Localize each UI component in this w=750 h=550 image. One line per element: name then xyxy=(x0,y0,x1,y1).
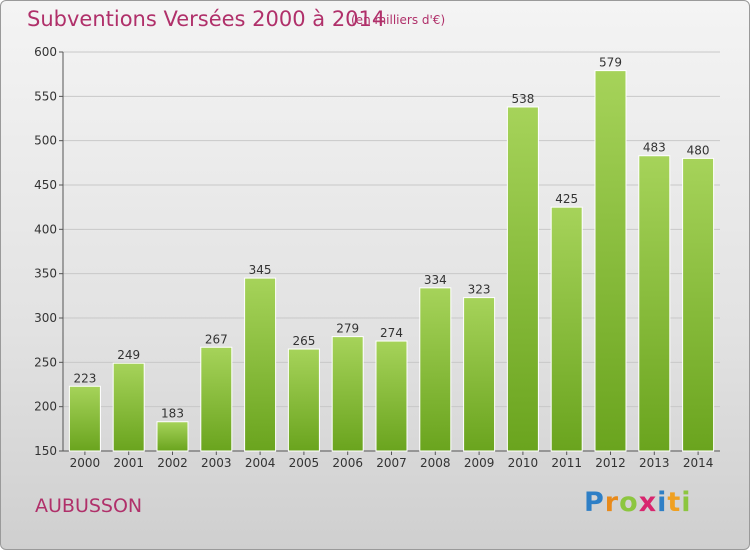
y-tick-label: 600 xyxy=(34,45,57,59)
data-label: 267 xyxy=(205,332,228,346)
x-tick-label: 2009 xyxy=(464,456,495,470)
bar xyxy=(638,155,671,452)
x-tick-label: 2008 xyxy=(420,456,451,470)
bar xyxy=(419,287,452,452)
data-label: 334 xyxy=(424,273,447,287)
data-label: 323 xyxy=(468,283,491,297)
x-tick-label: 2003 xyxy=(201,456,232,470)
x-tick-label: 2010 xyxy=(508,456,539,470)
y-tick-labels: 150 200 250 300 350 400 450 500 550 600 xyxy=(34,45,57,458)
data-label: 483 xyxy=(643,141,666,155)
y-tick-label: 300 xyxy=(34,311,57,325)
data-label: 345 xyxy=(249,263,272,277)
data-label: 249 xyxy=(117,348,140,362)
x-tick-label: 2002 xyxy=(157,456,188,470)
logo-letter: i xyxy=(657,487,668,518)
x-tick-label: 2011 xyxy=(551,456,582,470)
x-tick-label: 2004 xyxy=(245,456,276,470)
x-tick-labels: 2000 2001 2002 2003 2004 2005 2006 2007 2008 2009… xyxy=(70,456,714,470)
x-tick-label: 2005 xyxy=(289,456,320,470)
logo-letter: r xyxy=(604,487,620,518)
data-label: 265 xyxy=(292,334,315,348)
x-tick-label: 2001 xyxy=(113,456,144,470)
logo-letter: o xyxy=(619,487,639,518)
data-label: 538 xyxy=(511,92,534,106)
x-tick-label: 2014 xyxy=(683,456,714,470)
bar xyxy=(68,385,101,452)
bar xyxy=(200,346,233,452)
logo-letter: t xyxy=(667,487,682,518)
x-tick-label: 2007 xyxy=(376,456,407,470)
bar xyxy=(594,70,627,452)
y-tick-label: 150 xyxy=(34,444,57,458)
chart-subtitle: (en milliers d'€) xyxy=(351,13,446,27)
x-tick-label: 2000 xyxy=(70,456,101,470)
city-name: AUBUSSON xyxy=(35,495,143,517)
y-tick-label: 550 xyxy=(34,89,57,103)
bar xyxy=(331,336,364,452)
bar xyxy=(463,297,496,452)
y-tick-label: 250 xyxy=(34,355,57,369)
logo-letter: x xyxy=(638,487,658,518)
data-label: 579 xyxy=(599,56,622,70)
x-tick-label: 2013 xyxy=(639,456,670,470)
bar xyxy=(244,277,277,452)
y-tick-label: 450 xyxy=(34,178,57,192)
logo-letter: i xyxy=(681,487,692,518)
bar xyxy=(112,362,145,452)
chart-title: Subventions Versées 2000 à 2014 xyxy=(27,7,386,31)
logo-letter: P xyxy=(584,487,605,518)
bar xyxy=(506,106,539,452)
data-label: 480 xyxy=(687,143,710,157)
data-label: 274 xyxy=(380,326,403,340)
value-labels: 223 249 183 267 345 265 279 274 334 323 538 425 579 4… xyxy=(73,56,709,421)
data-label: 183 xyxy=(161,407,184,421)
bar xyxy=(682,157,715,452)
bar xyxy=(550,206,583,452)
x-tick-label: 2006 xyxy=(332,456,363,470)
data-label: 223 xyxy=(73,371,96,385)
data-label: 425 xyxy=(555,192,578,206)
proxiti-logo: Proxiti xyxy=(584,487,692,518)
y-tick-label: 200 xyxy=(34,400,57,414)
data-label: 279 xyxy=(336,322,359,336)
bar xyxy=(375,340,408,452)
x-tick-label: 2012 xyxy=(595,456,626,470)
bars xyxy=(68,70,715,452)
y-tick-label: 500 xyxy=(34,134,57,148)
y-tick-label: 350 xyxy=(34,267,57,281)
bar xyxy=(287,348,320,452)
bar xyxy=(156,421,189,452)
y-tick-label: 400 xyxy=(34,222,57,236)
